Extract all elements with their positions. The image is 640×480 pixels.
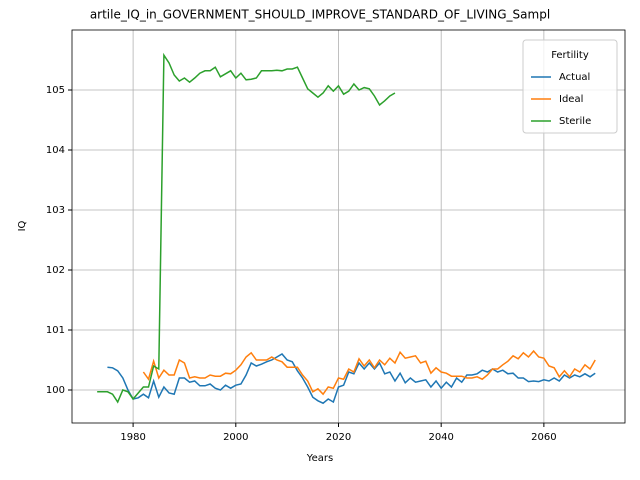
y-tick-label: 105 [46, 85, 65, 96]
legend-label: Actual [559, 72, 590, 83]
legend-label: Sterile [559, 116, 591, 127]
legend-label: Ideal [559, 94, 583, 105]
x-axis-label: Years [306, 453, 333, 464]
x-tick-label: 2020 [326, 432, 351, 443]
line-series [97, 52, 396, 404]
plot-frame [71, 29, 626, 424]
legend-title: Fertility [551, 50, 589, 61]
line-series [142, 349, 596, 396]
y-axis-label: IQ [17, 220, 28, 231]
y-tick-label: 102 [46, 265, 65, 276]
x-tick-label: 2060 [531, 432, 556, 443]
y-tick-label: 103 [46, 205, 65, 216]
y-tick-label: 101 [46, 325, 65, 336]
y-tick-label: 104 [46, 145, 65, 156]
y-tick-label: 100 [46, 385, 65, 396]
legend-box [522, 39, 618, 134]
x-tick-label: 2040 [428, 432, 453, 443]
line-series [107, 353, 596, 405]
chart-title: artile_IQ_in_GOVERNMENT_SHOULD_IMPROVE_S… [90, 8, 550, 22]
x-tick-label: 1980 [120, 432, 145, 443]
x-tick-label: 2000 [223, 432, 248, 443]
